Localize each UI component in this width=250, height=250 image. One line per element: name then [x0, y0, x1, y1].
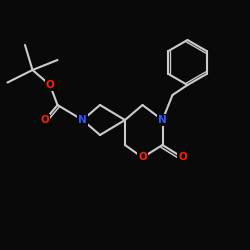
Text: O: O	[46, 80, 54, 90]
Text: N: N	[78, 115, 87, 125]
Text: O: O	[178, 152, 187, 162]
Text: O: O	[138, 152, 147, 162]
Text: O: O	[40, 115, 50, 125]
Text: N: N	[158, 115, 167, 125]
